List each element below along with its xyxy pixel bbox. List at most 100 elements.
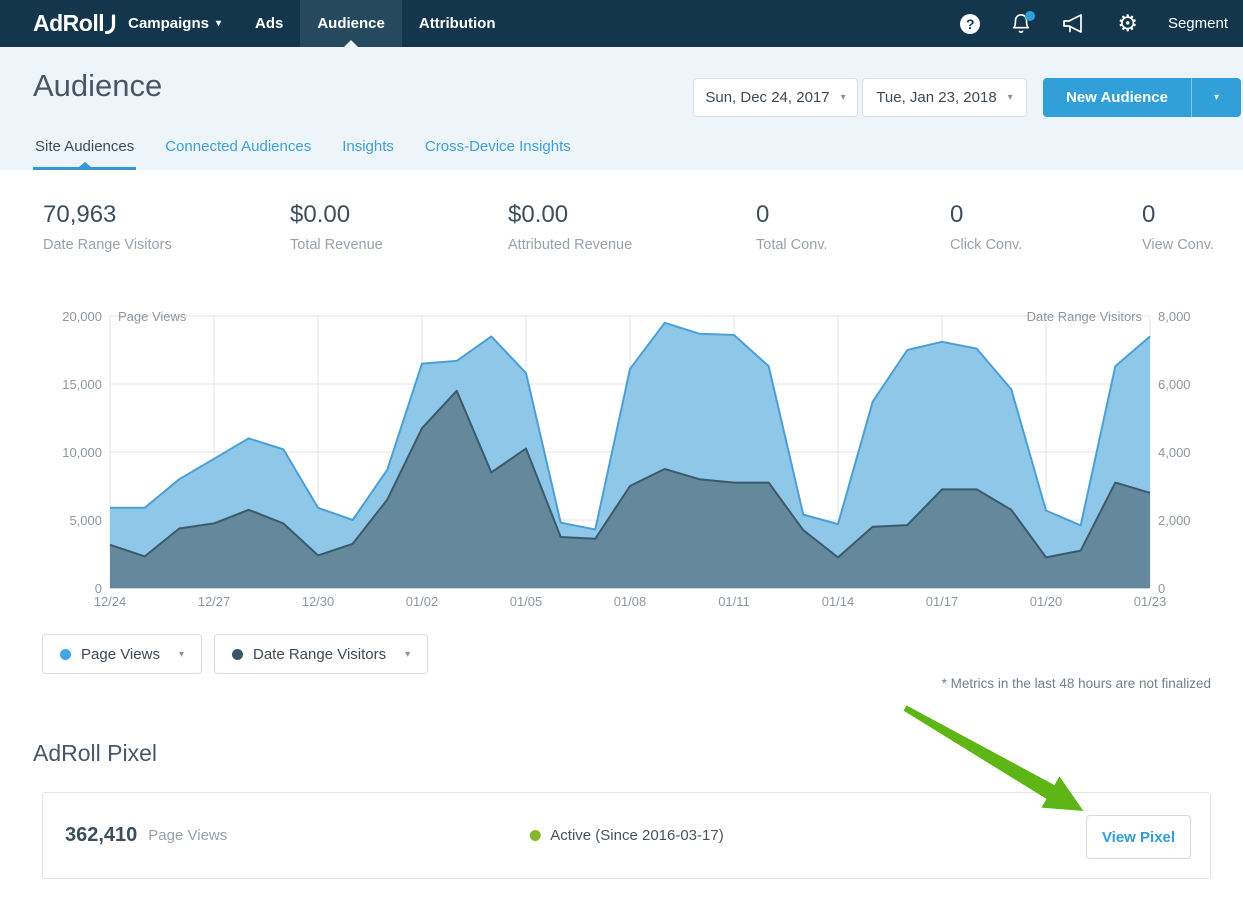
right-axis-tick: 2,000 [1158, 513, 1191, 528]
megaphone-glyph [1063, 14, 1083, 33]
pixel-page-views: 362,410 Page Views [65, 793, 227, 878]
stat-label: Total Revenue [290, 237, 383, 253]
chevron-down-icon: ▾ [215, 18, 221, 29]
nav-item-label: Audience [317, 15, 385, 32]
series-color-dot-icon [60, 648, 71, 660]
stat-click-conv: 0 Click Conv. [950, 201, 1142, 253]
tab-label: Connected Audiences [165, 138, 312, 155]
navbar-right: ? ⚙ Segment [960, 10, 1228, 36]
stat-value: 0 [950, 201, 964, 228]
top-navbar: AdRoll Campaigns ▾ Ads Audience Attribution … [0, 0, 1243, 47]
status-dot-icon [529, 830, 541, 841]
chevron-down-icon: ▾ [405, 648, 411, 660]
line-page-views [110, 321, 1151, 531]
x-axis-tick: 01/23 [1134, 594, 1167, 609]
announcements-megaphone-icon[interactable] [1062, 13, 1087, 34]
adroll-logo[interactable]: AdRoll [33, 10, 117, 37]
stat-value: 0 [756, 201, 770, 228]
active-tab-underline [33, 162, 137, 170]
stat-label: Date Range Visitors [43, 237, 172, 253]
series-color-dot-icon [231, 648, 243, 660]
x-axis-tick: 01/05 [510, 594, 543, 609]
x-axis-tick: 12/24 [94, 594, 127, 609]
start-date-select[interactable]: Sun, Dec 24, 2017 ▾ [693, 78, 858, 117]
x-axis-tick: 01/08 [614, 594, 647, 609]
metrics-footnote: * Metrics in the last 48 hours are not f… [941, 676, 1211, 691]
notifications-bell-icon[interactable] [1010, 10, 1036, 35]
stat-label: View Conv. [1142, 237, 1214, 253]
adroll-logo-curl-icon [105, 13, 116, 34]
left-axis-tick: 15,000 [62, 377, 102, 392]
primary-nav: Campaigns ▾ Ads Audience Attribution [111, 0, 512, 47]
page-header: Audience Sun, Dec 24, 2017 ▾ Tue, Jan 23… [0, 47, 1243, 170]
nav-item-ads[interactable]: Ads [238, 0, 300, 47]
view-pixel-button[interactable]: View Pixel [1086, 815, 1191, 859]
stat-total-conv: 0 Total Conv. [756, 201, 950, 253]
traffic-chart-container: 0 5,000 10,000 15,000 20,000 0 2,000 4,000 6,000… [0, 300, 1243, 620]
right-axis-tick: 4,000 [1158, 445, 1191, 460]
legend-label: Page Views [81, 645, 160, 663]
audience-tabs: Site Audiences Connected Audiences Insight… [33, 138, 573, 170]
stat-view-conv: 0 View Conv. [1142, 201, 1243, 253]
tab-insights[interactable]: Insights [340, 138, 396, 170]
chevron-down-icon: ▾ [840, 92, 846, 103]
nav-item-audience[interactable]: Audience [300, 0, 402, 47]
legend-dropdown-date-range-visitors[interactable]: Date Range Visitors ▾ [213, 634, 429, 674]
tab-label: Cross-Device Insights [424, 138, 571, 155]
x-axis-tick: 01/02 [406, 594, 439, 609]
area-date-range-visitors [110, 390, 1150, 588]
nav-item-label: Attribution [418, 15, 496, 32]
help-icon[interactable]: ? [960, 13, 981, 34]
adroll-logo-text: AdRoll [33, 10, 105, 36]
end-date-value: Tue, Jan 23, 2018 [876, 89, 997, 106]
end-date-select[interactable]: Tue, Jan 23, 2018 ▾ [862, 78, 1027, 117]
chevron-down-icon: ▾ [1007, 92, 1013, 103]
right-axis-tick: 8,000 [1158, 309, 1191, 324]
new-audience-button[interactable]: New Audience [1043, 78, 1191, 117]
x-axis-tick: 12/30 [302, 594, 335, 609]
new-audience-dropdown-toggle[interactable]: ▾ [1190, 78, 1241, 117]
notification-badge [1025, 10, 1036, 21]
right-axis-tick: 0 [1158, 581, 1165, 596]
pixel-page-views-label: Page Views [148, 827, 228, 844]
date-range-picker: Sun, Dec 24, 2017 ▾ Tue, Jan 23, 2018 ▾ [693, 78, 1027, 117]
stat-date-range-visitors: 70,963 Date Range Visitors [43, 201, 290, 253]
pixel-card: 362,410 Page Views Active (Since 2016-03… [42, 792, 1211, 879]
tab-label: Site Audiences [35, 138, 135, 155]
left-axis-tick: 10,000 [62, 445, 102, 460]
stat-total-revenue: $0.00 Total Revenue [290, 201, 508, 253]
tab-site-audiences[interactable]: Site Audiences [33, 138, 137, 170]
tab-cross-device-insights[interactable]: Cross-Device Insights [423, 138, 573, 170]
settings-gear-icon[interactable]: ⚙ [1117, 10, 1138, 36]
x-axis-tick: 01/14 [822, 594, 855, 609]
pixel-section-heading: AdRoll Pixel [33, 740, 157, 766]
stat-value: $0.00 [508, 201, 569, 228]
stat-label: Attributed Revenue [508, 237, 633, 253]
traffic-chart: 0 5,000 10,000 15,000 20,000 0 2,000 4,000 6,000… [62, 309, 1191, 609]
legend-dropdown-page-views[interactable]: Page Views ▾ [42, 634, 202, 674]
nav-item-campaigns[interactable]: Campaigns ▾ [111, 0, 238, 47]
nav-item-attribution[interactable]: Attribution [402, 0, 513, 47]
legend-label: Date Range Visitors [252, 645, 387, 663]
account-menu-segment[interactable]: Segment [1167, 15, 1228, 32]
new-audience-split-button: New Audience ▾ [1043, 78, 1241, 117]
bell-glyph [1013, 13, 1030, 33]
left-axis-title: Page Views [118, 309, 187, 324]
nav-item-label: Campaigns [128, 15, 209, 32]
x-axis-tick: 01/17 [926, 594, 959, 609]
x-axis-tick: 12/27 [198, 594, 231, 609]
left-axis-tick: 5,000 [69, 513, 102, 528]
nav-item-label: Ads [255, 15, 284, 32]
start-date-value: Sun, Dec 24, 2017 [705, 89, 830, 106]
stat-label: Total Conv. [756, 237, 828, 253]
tab-connected-audiences[interactable]: Connected Audiences [163, 138, 313, 170]
pixel-status: Active (Since 2016-03-17) [529, 793, 724, 878]
stat-value: $0.00 [290, 201, 351, 228]
chart-legend: Page Views ▾ Date Range Visitors ▾ [42, 634, 429, 674]
line-date-range-visitors [109, 389, 1151, 559]
right-axis-tick: 6,000 [1158, 377, 1191, 392]
left-axis-tick: 20,000 [62, 309, 102, 324]
x-axis-tick: 01/20 [1030, 594, 1063, 609]
left-axis-tick: 0 [95, 581, 102, 596]
tab-label: Insights [342, 138, 394, 155]
